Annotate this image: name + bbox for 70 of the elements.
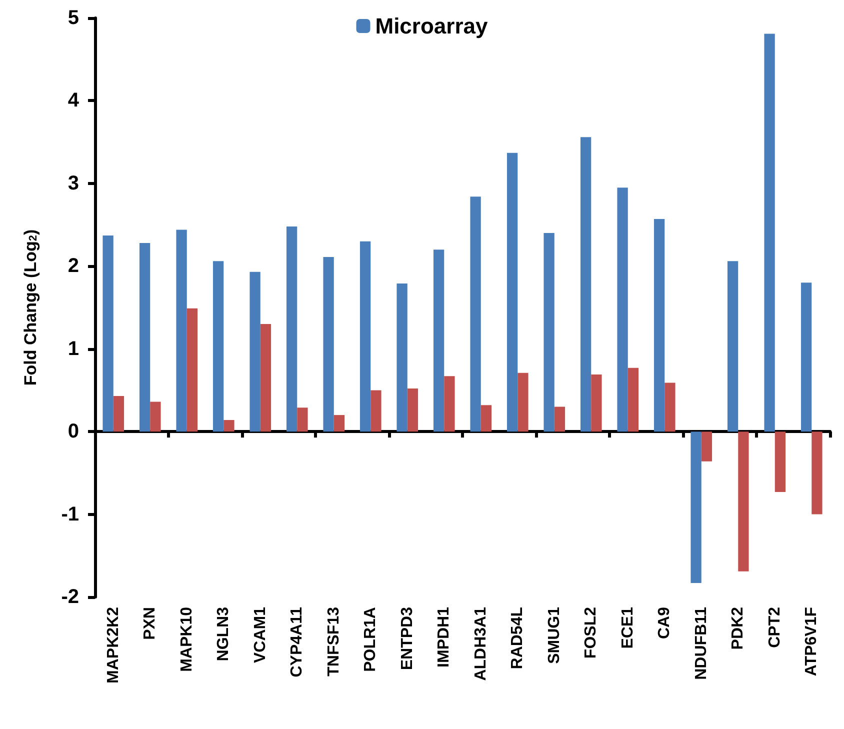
y-tick-label: 5 <box>68 7 79 29</box>
x-tick-label: CA9 <box>656 606 674 640</box>
bar <box>139 242 150 432</box>
x-tick-label: FOSL2 <box>582 606 600 659</box>
bar <box>591 374 602 432</box>
bar <box>113 396 124 432</box>
x-tick-label: ALDH3A1 <box>472 606 490 681</box>
bar <box>654 218 665 432</box>
bar <box>738 432 749 572</box>
x-tick-label: NDUFB11 <box>692 606 710 680</box>
bar <box>774 432 786 492</box>
bar <box>518 372 528 432</box>
bar <box>407 388 418 432</box>
x-tick-label: IMPDH1 <box>436 606 453 668</box>
bar <box>286 226 298 432</box>
y-tick-label: -2 <box>61 586 79 608</box>
bar <box>370 390 382 432</box>
legend-label: Microarray <box>375 14 489 38</box>
bar <box>212 261 224 432</box>
x-tick-label: MAPK10 <box>178 606 196 672</box>
x-tick-label: TNFSF13 <box>325 606 342 676</box>
x-tick-label: VCAM1 <box>252 606 269 664</box>
bar <box>250 272 260 432</box>
x-tick-label: MAPK2K2 <box>104 606 122 684</box>
x-tick-label: NGLN3 <box>215 606 232 662</box>
x-tick-label: CPT2 <box>766 606 784 648</box>
bar <box>554 406 566 432</box>
x-tick-label: POLR1A <box>362 606 380 672</box>
bar <box>506 152 518 432</box>
x-tick-label: ATP6V1F <box>803 606 820 676</box>
y-tick-label: 4 <box>68 90 80 112</box>
bar <box>764 34 775 432</box>
y-tick-label: 2 <box>68 255 79 278</box>
bar <box>800 282 812 432</box>
bar <box>617 188 628 432</box>
bar <box>360 241 371 432</box>
x-tick-label: ENTPD3 <box>398 606 416 670</box>
y-axis-title: Fold Change (Log2) <box>21 229 40 386</box>
bar <box>224 420 234 432</box>
y-tick-label: 1 <box>68 338 79 360</box>
x-tick-label: SMUG1 <box>546 606 563 664</box>
bar <box>628 368 639 432</box>
bar <box>334 415 345 432</box>
bar <box>297 408 308 432</box>
bar <box>580 137 592 432</box>
x-tick-label: RAD54L <box>509 606 526 670</box>
bar <box>444 376 455 432</box>
bar <box>727 261 738 432</box>
y-tick-label: 0 <box>68 420 79 443</box>
y-tick-label: 3 <box>68 172 79 194</box>
bar <box>544 233 554 432</box>
bar <box>433 250 444 432</box>
x-tick-label: PDK2 <box>730 606 747 650</box>
y-tick-label: -1 <box>61 503 79 526</box>
bar <box>102 236 114 432</box>
x-tick-label: CYP4A11 <box>288 606 306 678</box>
bar <box>396 284 408 432</box>
bar <box>701 432 712 462</box>
bar <box>470 196 481 432</box>
x-tick-label: ECE1 <box>619 606 636 649</box>
bar <box>480 405 492 432</box>
bar <box>690 432 702 583</box>
bar <box>664 382 676 432</box>
bar <box>260 324 272 432</box>
bar <box>150 402 161 432</box>
bar <box>186 308 198 432</box>
bar <box>323 257 334 432</box>
bar <box>812 432 822 514</box>
x-tick-label: PXN <box>142 607 159 640</box>
bar <box>176 230 187 432</box>
